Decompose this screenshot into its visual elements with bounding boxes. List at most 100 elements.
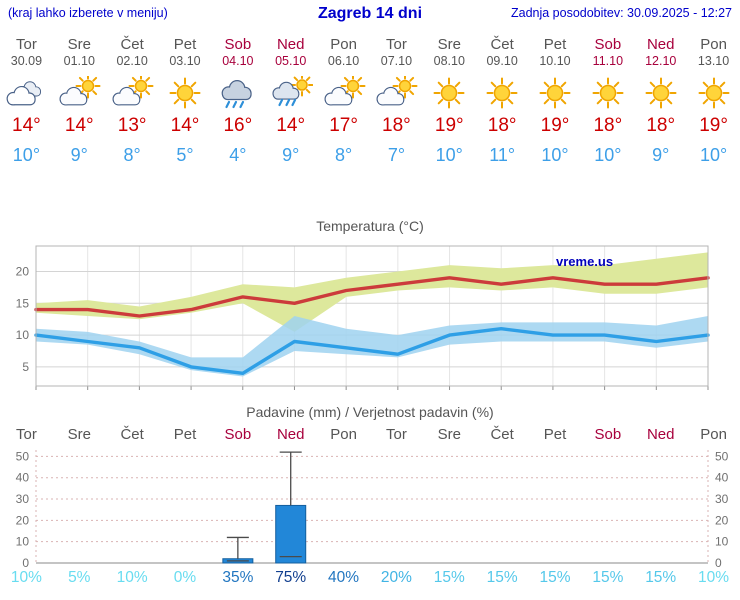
day-max-temp: 19° <box>434 115 464 136</box>
forecast-day-column: Pet 03.10 14° 5° <box>159 36 212 166</box>
precip-probability: 10% <box>116 569 148 586</box>
day-weather-icon-wrap <box>687 76 740 112</box>
precip-day-label: Sob <box>594 426 622 443</box>
day-min-temp: 4° <box>229 145 247 165</box>
max-temperature-line <box>34 276 710 318</box>
day-min-temp: 8° <box>123 145 141 165</box>
sunny-icon <box>433 77 465 109</box>
sun-cloud-icon <box>376 73 418 106</box>
day-max-temp: 19° <box>540 115 570 136</box>
y-axis-label-left: 50 <box>16 449 30 463</box>
precip-probability: 15% <box>486 569 518 586</box>
forecast-day-column: Pet 10.10 19° 10° <box>529 36 582 166</box>
precipitation-bar <box>275 504 307 564</box>
page-header: (kraj lahko izberete v meniju) Zagreb 14… <box>0 0 740 29</box>
day-name: Sre <box>67 36 91 53</box>
precip-day-label: Ned <box>646 426 675 443</box>
rain-icon <box>221 80 252 109</box>
day-min-temp: 11° <box>489 145 516 165</box>
precip-day-labels: Tor Sre Čet Pet Sob Ned Pon Tor Sre Čet Pet Sob Ned P… <box>0 426 740 443</box>
precip-day-label: Čet <box>490 426 514 443</box>
day-name: Čet <box>120 36 144 53</box>
day-weather-icon-wrap <box>211 76 264 112</box>
precip-day-label: Pet <box>173 426 197 443</box>
day-date: 30.09 <box>10 54 43 68</box>
precip-day-label: Tor <box>16 426 37 443</box>
precip-probability: 20% <box>380 569 412 586</box>
day-weather-icon-wrap <box>370 73 423 112</box>
day-date: 10.10 <box>539 54 571 68</box>
precip-day-label: Pon <box>330 426 357 443</box>
day-name: Čet <box>490 36 514 53</box>
forecast-day-column: Tor 07.10 18° 7° <box>370 36 423 166</box>
y-axis-label: 20 <box>16 264 30 278</box>
y-axis-label-right: 30 <box>715 492 729 506</box>
day-date: 07.10 <box>380 54 413 68</box>
day-date: 04.10 <box>222 54 254 68</box>
day-date: 05.10 <box>275 54 307 68</box>
day-name: Sob <box>224 36 252 53</box>
day-max-temp: 17° <box>329 115 358 136</box>
day-date: 08.10 <box>433 54 465 68</box>
sunny-icon <box>486 77 518 109</box>
y-axis-label-right: 40 <box>715 471 729 485</box>
sunny-icon <box>539 77 571 109</box>
day-name: Pet <box>173 36 197 53</box>
forecast-day-column: Pon 13.10 19° 10° <box>687 36 740 166</box>
forecast-day-column: Sob 04.10 16° 4° <box>211 36 264 166</box>
day-weather-icon-wrap <box>423 76 476 112</box>
day-date: 13.10 <box>697 54 730 68</box>
day-min-temp: 5° <box>176 145 194 165</box>
precip-day-label: Tor <box>386 426 407 443</box>
forecast-day-column: Ned 12.10 18° 9° <box>634 36 687 166</box>
day-name: Pon <box>700 36 727 53</box>
sunny-icon <box>645 77 677 109</box>
precip-day-label: Čet <box>120 426 144 443</box>
precip-day-label: Pet <box>543 426 567 443</box>
y-axis-label-right: 0 <box>715 556 722 569</box>
precip-probability: 75% <box>275 569 307 586</box>
day-date: 01.10 <box>63 54 95 68</box>
day-date: 06.10 <box>327 54 360 68</box>
day-min-temp: 10° <box>435 145 463 165</box>
y-axis-label: 10 <box>16 328 30 342</box>
forecast-day-column: Tor 30.09 14° 10° <box>0 36 53 166</box>
day-max-temp: 13° <box>117 115 147 136</box>
day-name: Pet <box>543 36 567 53</box>
day-max-temp: 19° <box>699 115 728 136</box>
day-date: 12.10 <box>645 54 677 68</box>
day-weather-icon-wrap <box>581 76 634 112</box>
precip-day-label: Ned <box>276 426 305 443</box>
y-axis-label-left: 30 <box>16 492 30 506</box>
day-min-temp: 8° <box>334 145 353 165</box>
y-axis-label: 5 <box>22 360 29 374</box>
y-axis-label-left: 10 <box>16 535 30 549</box>
day-min-temp: 10° <box>541 145 569 165</box>
forecast-day-column: Sre 08.10 19° 10° <box>423 36 476 166</box>
sun-cloud-icon <box>324 73 366 106</box>
forecast-day-column: Pon 06.10 17° 8° <box>317 36 370 166</box>
forecast-day-column: Čet 09.10 18° 11° <box>476 36 529 166</box>
day-max-temp: 14° <box>276 115 306 136</box>
precipitation-chart: 0 0 10 10 20 20 30 30 40 40 50 50 <box>16 449 729 569</box>
day-min-temp: 9° <box>70 145 88 165</box>
cloudy-icon <box>6 81 42 106</box>
day-name: Pon <box>330 36 357 53</box>
day-date: 02.10 <box>116 54 148 68</box>
sun-cloud-icon <box>59 73 101 106</box>
day-max-temp: 18° <box>487 115 517 136</box>
precip-probability: 15% <box>592 569 624 586</box>
day-max-temp: 18° <box>593 115 623 136</box>
precip-day-label: Sob <box>224 426 252 443</box>
precip-probability: 10% <box>698 569 730 586</box>
precip-day-label: Sre <box>437 426 461 443</box>
precip-chart-title: Padavine (mm) / Verjetnost padavin (%) <box>246 404 494 420</box>
precip-probability: 0% <box>173 569 197 586</box>
day-weather-icon-wrap <box>53 73 106 112</box>
sun-cloud-icon <box>112 73 154 106</box>
max-uncertainty-band <box>36 252 708 332</box>
day-weather-icon-wrap <box>634 76 687 112</box>
day-min-temp: 9° <box>652 145 670 165</box>
day-min-temp: 9° <box>282 145 300 165</box>
